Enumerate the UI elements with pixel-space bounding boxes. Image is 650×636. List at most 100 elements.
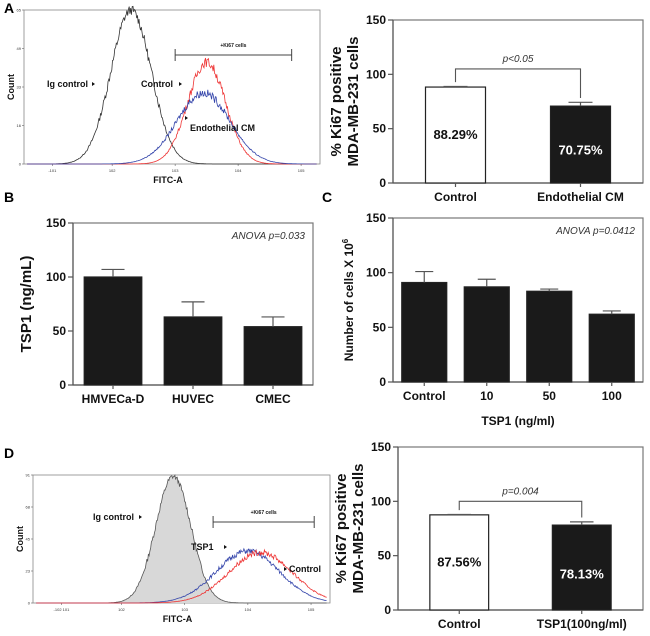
chart-D-histogram: 0 23 45 68 91 -102 101 102 103 104 105 FITC-A Count… [15,473,331,624]
significance-bracket [458,500,583,518]
y-tick-label: 0 [19,162,22,167]
chart-B-bar: 0 50 100 150 HMVECa-D HUVEC CMEC TSP1 (ng/mL) AN… [18,216,314,406]
x-tick-label: 102 [109,168,116,173]
x-tick-label: 105 [298,168,305,173]
y-tick-label: 150 [371,440,391,454]
y-tick-label: 50 [373,122,387,136]
y-tick-label: 65 [17,8,22,13]
chart-A-histogram: 0 16 33 49 65 -101 102 103 104 105 FITC-A Count +Ki6… [6,5,321,185]
arrow-icon [92,82,95,86]
arrow-icon [224,545,227,549]
bar [424,86,487,184]
curve-label: Ig control [93,512,134,522]
p-value-annotation: p<0.05 [502,54,534,65]
panel-letter-c: C [322,189,332,205]
y-tick-label: 0 [28,601,31,606]
y-tick-label: 50 [378,549,392,563]
arrow-icon [284,567,287,571]
y-axis-title: MDA-MB-231 cells [350,463,367,593]
y-tick-label: 100 [366,266,386,280]
bar [463,286,510,383]
x-axis-title: TSP1 (ng/ml) [481,414,554,428]
x-tick-label: HMVECa-D [82,392,145,406]
data-label: 78.13% [560,566,605,581]
chart-D-bar: 0 50 100 150 Control 87.56% TSP1(100ng/ml) 78.1… [333,440,644,631]
arrow-icon [185,116,188,120]
histogram-curve [27,89,317,165]
bar [588,313,635,383]
anova-annotation: ANOVA p=0.0412 [555,226,635,237]
y-tick-label: 100 [366,67,386,81]
y-tick-label: 0 [384,603,391,617]
x-tick-label: HUVEC [172,392,214,406]
y-tick-label: 16 [17,123,22,128]
bar [549,105,612,184]
x-tick-label: 102 [118,607,125,612]
bar [429,514,490,611]
x-tick-label: 103 [181,607,188,612]
y-tick-label: 33 [17,85,22,90]
y-tick-label: 0 [379,375,386,389]
y-axis-title: Count [6,74,16,100]
y-axis-title: % Ki67 positive [333,473,350,583]
arrow-icon [139,515,142,519]
y-axis-title: Count [15,526,25,552]
bar [163,316,223,386]
y-tick-label: 150 [46,216,66,230]
bar [243,326,303,386]
data-label: 88.29% [433,127,478,142]
data-label: 70.75% [558,143,603,158]
x-tick-label: 105 [308,607,315,612]
x-tick-label: TSP1(100ng/ml) [537,617,627,631]
y-axis-title-superscript: 6 [341,238,350,243]
panel-letter-a: A [4,0,14,16]
histogram-curve [27,57,317,165]
curve-label: Control [289,564,321,574]
histogram-fill [36,475,327,603]
data-label: 87.56% [437,554,482,569]
panel-letter-d: D [4,445,14,461]
x-axis-title: FITC-A [153,175,183,185]
bar [83,276,143,386]
y-tick-label: 50 [53,324,67,338]
x-tick-label: Control [438,617,481,631]
chart-C-bar: 0 50 100 150 Control 10 50 100 Number of cells X… [341,211,644,428]
x-tick-label: 104 [235,168,242,173]
y-tick-label: 100 [46,270,66,284]
arrow-icon [179,82,182,86]
x-axis-title: FITC-A [163,614,193,624]
y-tick-label: 45 [26,537,31,542]
y-tick-label: 23 [26,569,31,574]
curve-label: Endothelial CM [190,123,255,133]
y-tick-label: 100 [371,494,391,508]
y-tick-label: 150 [366,211,386,225]
curve-label: TSP1 [191,542,214,552]
bar [401,281,448,383]
anova-annotation: ANOVA p=0.033 [231,231,306,242]
x-tick-label: -102 101 [54,607,71,612]
significance-bracket [454,68,582,98]
y-tick-label: 150 [366,13,386,27]
x-tick-label: 50 [543,389,557,403]
y-tick-label: 68 [26,505,31,510]
y-axis-title: MDA-MB-231 cells [345,36,362,166]
y-tick-label: 0 [59,378,66,392]
histogram-curve [36,548,327,604]
x-tick-label: Control [403,389,446,403]
curve-label: Control [141,79,173,89]
panel-letter-b: B [4,189,14,205]
y-tick-label: 0 [379,176,386,190]
y-axis-title: % Ki67 positive [328,46,345,156]
curve-label: Ig control [47,79,88,89]
chart-A-bar: 0 50 100 150 Control 88.29% Endothelial CM 70.7… [328,13,644,204]
y-tick-label: 49 [17,46,22,51]
x-tick-label: -101 [48,168,57,173]
x-tick-label: 104 [245,607,252,612]
gate-label: +Ki67 cells [251,510,277,516]
gate-label: +Ki67 cells [220,43,246,49]
y-tick-label: 91 [26,473,31,478]
bar [526,290,573,383]
x-tick-label: 100 [602,389,622,403]
y-tick-label: 50 [373,320,387,334]
